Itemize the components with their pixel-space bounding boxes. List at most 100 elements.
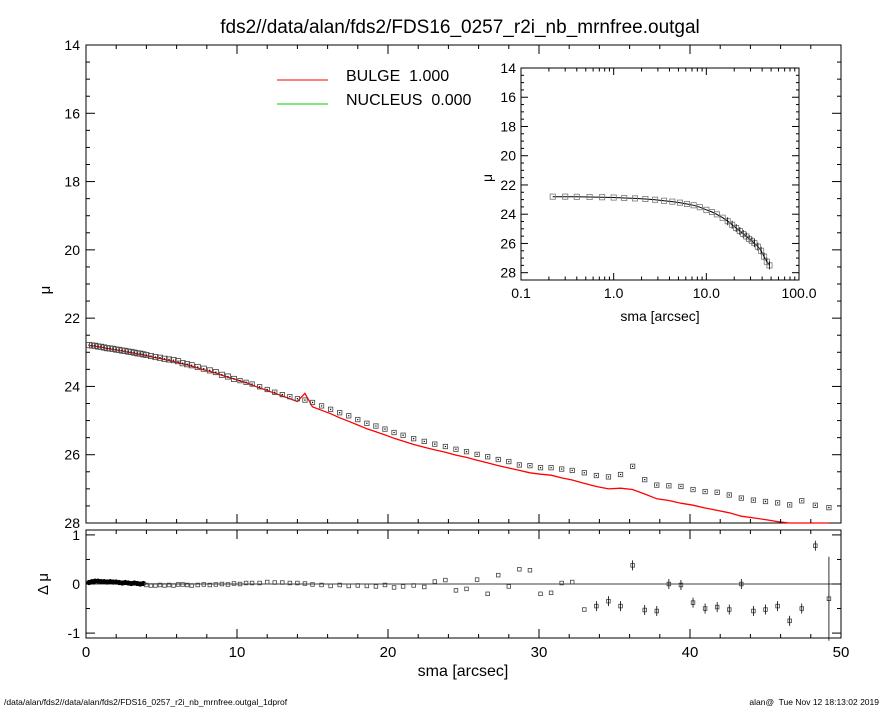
residual-xtick-label: 20 bbox=[380, 644, 397, 661]
main-data-point bbox=[548, 465, 554, 471]
main-data-point bbox=[110, 345, 117, 352]
main-data-center bbox=[692, 488, 694, 491]
main-data-point bbox=[309, 399, 316, 406]
main-data-center bbox=[311, 401, 314, 404]
inset-data-point bbox=[621, 194, 628, 201]
main-data-center bbox=[550, 466, 552, 469]
residual-point bbox=[527, 568, 533, 573]
main-data-center bbox=[168, 358, 170, 361]
main-data-center bbox=[375, 425, 377, 427]
inset-data-point bbox=[669, 198, 676, 205]
main-data-point bbox=[453, 446, 459, 452]
main-data-center bbox=[251, 383, 253, 385]
residual-point bbox=[382, 582, 388, 588]
inset-ytick-label: 16 bbox=[500, 89, 516, 105]
residual-point bbox=[496, 572, 501, 578]
main-data-center bbox=[764, 500, 767, 503]
main-data-point bbox=[92, 342, 99, 349]
main-data-center bbox=[704, 490, 706, 493]
inset-data-point bbox=[696, 204, 703, 211]
main-data-point bbox=[143, 352, 150, 359]
main-data-center bbox=[668, 485, 670, 487]
residual-point bbox=[195, 582, 200, 588]
legend-nucleus-label: NUCLEUS 0.000 bbox=[346, 92, 471, 109]
main-data-center bbox=[348, 415, 350, 417]
legend-bulge-label: BULGE 1.000 bbox=[346, 68, 449, 85]
main-data-center bbox=[296, 398, 299, 400]
main-data-point bbox=[495, 456, 501, 463]
residual-xtick-label: 10 bbox=[229, 644, 246, 661]
main-ytick-label: 28 bbox=[64, 515, 80, 531]
inset-data-point bbox=[677, 199, 684, 206]
main-data-point bbox=[218, 371, 225, 378]
residual-point bbox=[474, 577, 480, 582]
main-data-center bbox=[338, 412, 341, 414]
main-data-point bbox=[702, 488, 708, 495]
residual-xtick-label: 0 bbox=[82, 644, 90, 661]
main-data-center bbox=[145, 354, 148, 356]
main-data-center bbox=[814, 504, 817, 506]
main-data-center bbox=[728, 494, 730, 496]
inset-ytick-label: 28 bbox=[500, 265, 516, 281]
residual-point bbox=[373, 584, 379, 589]
inset-data-point bbox=[642, 196, 649, 203]
chart-title: fds2//data/alan/fds2/FDS16_0257_r2i_nb_m… bbox=[220, 17, 700, 38]
main-data-point bbox=[537, 465, 544, 471]
main-data-point bbox=[175, 358, 182, 365]
main-data-center bbox=[239, 379, 241, 382]
main-data-point bbox=[328, 406, 334, 412]
main-data-point bbox=[678, 483, 684, 490]
residual-point bbox=[391, 585, 397, 590]
main-data-center bbox=[518, 464, 521, 466]
main-data-point bbox=[355, 416, 361, 423]
main-ytick-label: 14 bbox=[64, 37, 80, 53]
inset-xtick-label: 1.0 bbox=[604, 285, 624, 301]
main-data-center bbox=[150, 355, 152, 357]
residual-point bbox=[411, 583, 416, 588]
main-data-point bbox=[302, 397, 308, 403]
residual-point bbox=[310, 582, 315, 587]
footer-right: alan@ Tue Nov 12 18:13:02 2019 bbox=[749, 697, 879, 707]
residual-point bbox=[355, 583, 360, 588]
residual-ytick-label: -1 bbox=[68, 625, 81, 641]
main-data-center bbox=[595, 474, 598, 477]
inset-ytick-label: 20 bbox=[500, 148, 516, 164]
main-data-center bbox=[828, 506, 830, 509]
residual-point bbox=[180, 582, 185, 587]
residual-point bbox=[153, 583, 158, 588]
main-data-point bbox=[237, 378, 243, 384]
main-data-point bbox=[690, 486, 696, 493]
main-data-point bbox=[581, 470, 587, 476]
main-data-point bbox=[364, 420, 370, 426]
main-data-point bbox=[738, 495, 744, 501]
inset-marks bbox=[549, 193, 773, 270]
main-data-point bbox=[161, 355, 168, 362]
main-data-point bbox=[666, 483, 672, 489]
main-data-center bbox=[716, 491, 718, 493]
residual-point bbox=[189, 583, 194, 588]
main-data-center bbox=[788, 504, 791, 506]
residual-point bbox=[464, 586, 469, 592]
main-data-point bbox=[272, 389, 278, 395]
main-data-center bbox=[560, 468, 563, 470]
residual-point bbox=[548, 590, 554, 596]
main-data-point bbox=[122, 347, 129, 354]
main-data-center bbox=[186, 363, 188, 365]
inset-ytick-label: 24 bbox=[500, 206, 516, 222]
main-data-point bbox=[400, 432, 406, 438]
residual-xtick-label: 40 bbox=[682, 644, 699, 661]
main-data-center bbox=[209, 369, 211, 372]
main-data-point bbox=[630, 463, 636, 469]
residual-point bbox=[485, 591, 490, 597]
main-ytick-label: 26 bbox=[64, 447, 80, 463]
main-data-center bbox=[159, 357, 161, 359]
main-data-center bbox=[329, 408, 332, 411]
main-data-center bbox=[245, 381, 247, 384]
residual-ylabel: Δ μ bbox=[35, 573, 52, 595]
inset-panel: 14 16 18 20 22 24 26 28 0.1 1.0 10.0 100.0 μ sma [a… bbox=[479, 60, 817, 324]
inset-ylabel: μ bbox=[479, 174, 495, 182]
main-data-point bbox=[101, 344, 108, 351]
residual-point bbox=[517, 567, 522, 572]
main-data-center bbox=[227, 375, 229, 378]
main-data-center bbox=[644, 478, 646, 481]
